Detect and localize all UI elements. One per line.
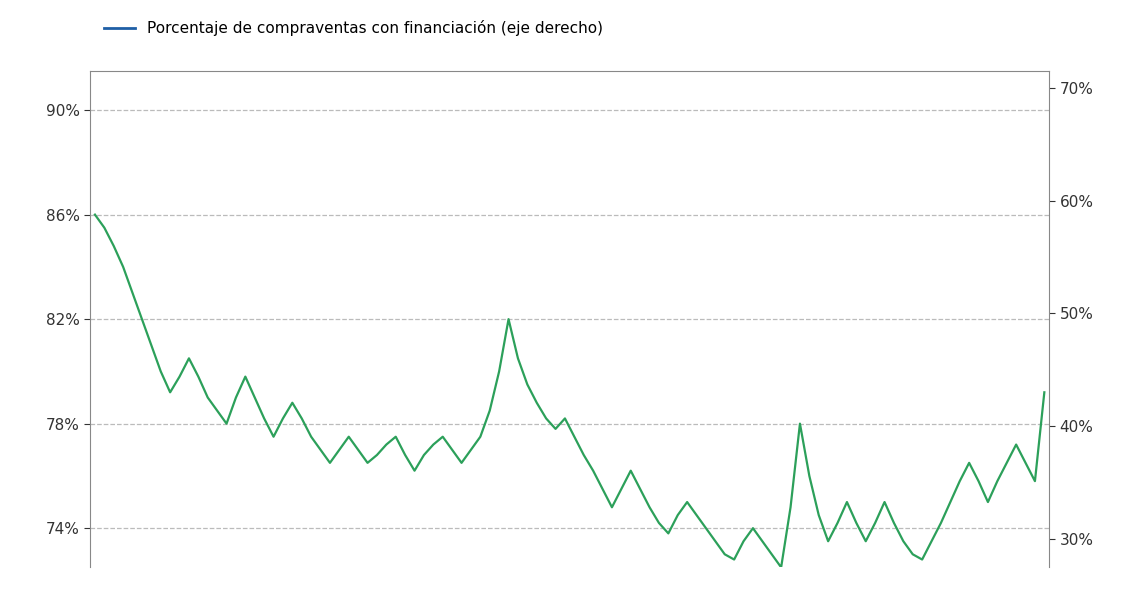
Legend: Porcentaje de compraventas con financiación (eje derecho): Porcentaje de compraventas con financiac…	[98, 14, 609, 42]
